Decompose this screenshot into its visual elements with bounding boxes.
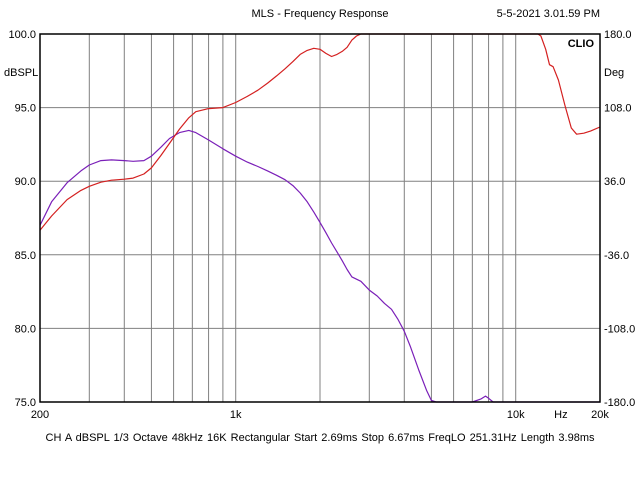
plot-border	[39, 33, 601, 403]
x-tick-label: 10k	[507, 409, 525, 421]
chart-grid	[40, 34, 600, 402]
chart-title: MLS - Frequency Response	[251, 8, 389, 20]
y-tick-label: 85.0	[15, 250, 36, 262]
y2-tick-label: 180.0	[604, 29, 632, 41]
x-tick-label: 1k	[230, 409, 242, 421]
x-tick-label: Hz	[554, 409, 567, 421]
measurement-settings: CH A dBSPL 1/3 Octave 48kHz 16K Rectangu…	[45, 432, 595, 444]
y2-tick-label: -36.0	[604, 250, 629, 262]
phase-curve	[39, 33, 601, 231]
timestamp: 5-5-2021 3.01.59 PM	[496, 8, 600, 20]
y-tick-label: 100.0	[8, 29, 36, 41]
plot-frame	[39, 33, 601, 403]
axis-labels: 100.0 95.0 90.0 85.0 80.0 75.0 180.0 108.0 36.0 -…	[4, 29, 635, 421]
y-tick-label: 80.0	[15, 323, 36, 335]
y-tick-label: 75.0	[15, 397, 36, 409]
x-tick-label: 20k	[591, 409, 609, 421]
y-axis-label: dBSPL	[4, 67, 38, 79]
y2-axis-label: Deg	[604, 67, 624, 79]
y2-tick-label: 108.0	[604, 103, 632, 115]
y2-tick-label: -180.0	[604, 397, 635, 409]
y-tick-label: 90.0	[15, 176, 36, 188]
y-tick-label: 95.0	[15, 103, 36, 115]
y2-tick-label: -108.0	[604, 323, 635, 335]
clio-logo-text: CLIO	[568, 38, 595, 50]
y2-tick-label: 36.0	[604, 176, 625, 188]
x-tick-label: 200	[31, 409, 49, 421]
